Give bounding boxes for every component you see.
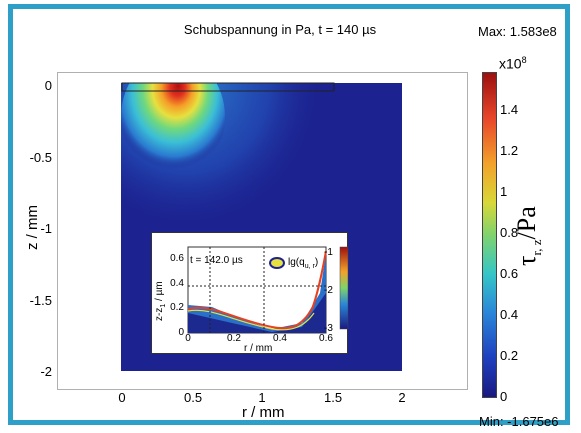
inset-x-tick-label-1: 0.2 — [227, 333, 241, 344]
top-boundary-box — [121, 82, 335, 92]
x-tick-label-0: 0 — [118, 390, 126, 405]
y-tick-label-2: -1 — [40, 221, 52, 236]
x-tick-label-2: 1 — [258, 390, 266, 405]
colorbar-tick-label-2: 0.4 — [500, 307, 519, 323]
colorbar-tick-label-7: 1.4 — [500, 102, 519, 118]
colorbar-tick-label-1: 0.2 — [500, 348, 519, 364]
inset-svg — [187, 246, 349, 334]
min-label: Min: -1.675e6 — [479, 414, 559, 429]
max-label: Max: 1.583e8 — [478, 24, 557, 39]
colorbar-tick-label-6: 1.2 — [500, 143, 519, 159]
x-tick-label-4: 2 — [398, 390, 406, 405]
inset-legend-icon — [269, 257, 285, 269]
inset-colorbar-tick-label-0: -1 — [324, 247, 333, 258]
chart-title: Schubspannung in Pa, t = 140 µs — [183, 22, 377, 37]
inset-ridge — [187, 250, 327, 330]
inset-time-label: t = 142.0 µs — [190, 255, 243, 266]
x-tick-label-1: 0.5 — [184, 390, 203, 405]
field-hotspot — [121, 83, 225, 179]
x-tick-label-3: 1.5 — [324, 390, 343, 405]
y-axis-label: z / mm — [24, 205, 41, 250]
inset-colorbar — [339, 246, 349, 330]
colorbar-tick-label-3: 0.6 — [500, 266, 519, 282]
inset-band-deep — [188, 293, 326, 333]
y-tick-label-0: 0 — [44, 78, 52, 93]
inset-y-tick-label-0: 0.6 — [170, 253, 184, 265]
inset-x-tick-label-0: 0 — [185, 333, 191, 344]
inset-y-tick-label-1: 0.4 — [170, 277, 184, 289]
y-tick-label-1: -0.5 — [29, 149, 52, 165]
inset-x-label: r / mm — [244, 343, 273, 354]
colorbar-tick-label-0: 0 — [500, 389, 508, 404]
colorbar — [482, 72, 497, 398]
inset-colorbar-tick-label-1: -2 — [324, 285, 333, 296]
inset-plot: t = 142.0 µs lg(qu, r) z-z1 / µm r / mm … — [151, 232, 349, 354]
y-tick-label-4: -2 — [40, 364, 52, 379]
inset-y-tick-label-2: 0.2 — [170, 302, 184, 314]
colorbar-tick-label-5: 1 — [500, 184, 508, 200]
inset-legend-label: lg(qu, r) — [288, 257, 319, 270]
inset-colorbar-tick-label-2: -3 — [324, 323, 333, 334]
colorbar-label: τr, z/Pa — [512, 206, 545, 266]
x-axis-label: r / mm — [242, 404, 285, 421]
inset-x-tick-label-2: 0.4 — [273, 333, 287, 344]
y-tick-label-3: -1.5 — [29, 292, 52, 308]
inset-y-tick-label-3: 0 — [178, 327, 184, 338]
inset-ridge-halo — [187, 309, 315, 331]
inset-x-tick-label-3: 0.6 — [319, 333, 333, 344]
colorbar-tick-label-4: 0.8 — [500, 225, 519, 241]
colorbar-multiplier: x108 — [499, 55, 527, 72]
